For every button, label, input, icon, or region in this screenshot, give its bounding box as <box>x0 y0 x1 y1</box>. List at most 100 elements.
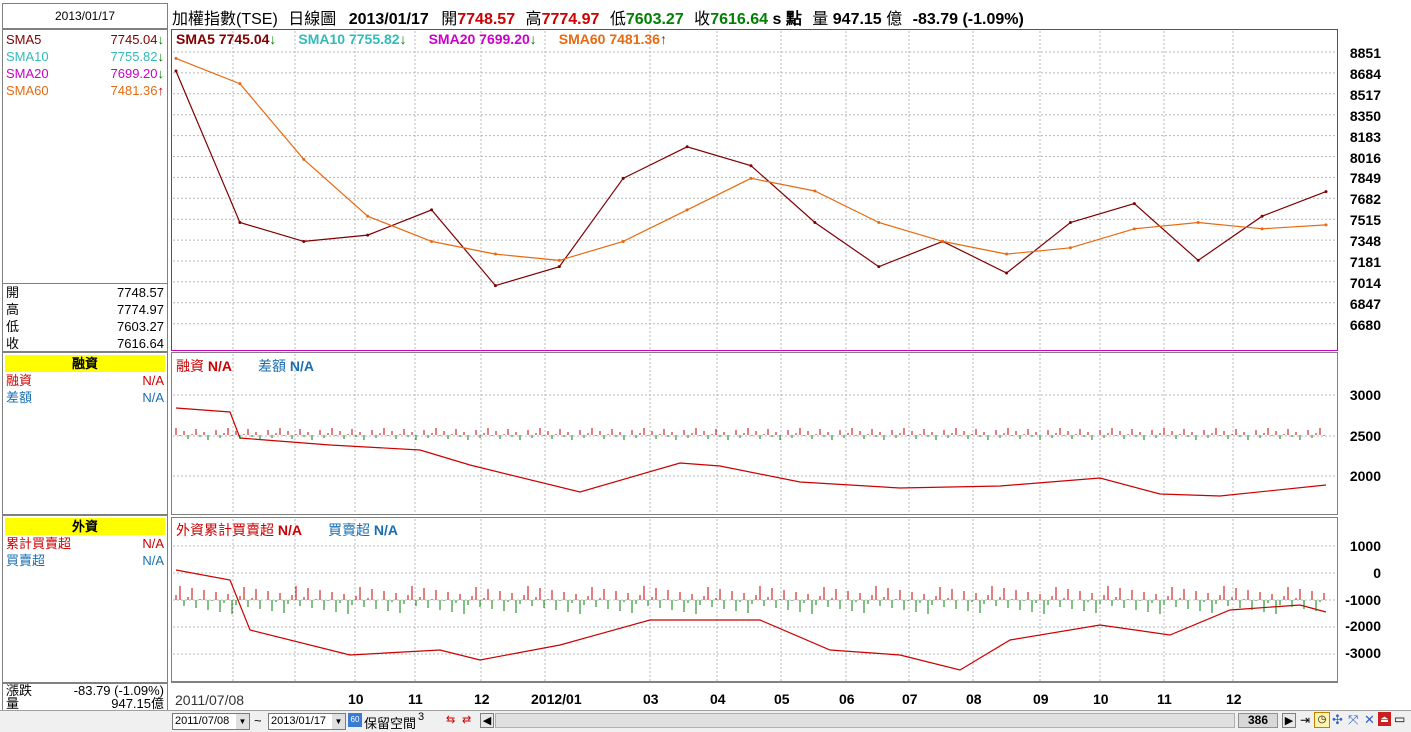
from-date-select[interactable]: 2011/07/08 ▼ <box>172 713 250 730</box>
info-label: 買賣超 <box>6 553 46 568</box>
ohlc-value: 7748.57 <box>117 285 164 300</box>
ohlc-label: 收 <box>6 336 20 351</box>
series-point <box>1260 227 1264 231</box>
legend-label: 差額 <box>258 358 290 374</box>
change-row: 漲跌 -83.79 (-1.09%) <box>3 684 167 697</box>
y-tick-label: 6847 <box>1349 295 1381 312</box>
volume-unit: 億 <box>886 11 903 28</box>
exit-icon[interactable]: ⏏ <box>1378 712 1391 726</box>
series-point <box>302 157 306 161</box>
from-date-value: 2011/07/08 <box>175 715 230 727</box>
x-tick-label: 11 <box>1157 691 1172 707</box>
margin-info-panel: 融資 融資 N/A 差額 N/A <box>2 352 168 515</box>
arrow-down-icon: ↓ <box>157 49 165 64</box>
series-point <box>1260 214 1264 218</box>
high-label: 高 <box>525 11 542 28</box>
series-point <box>1196 258 1200 262</box>
chart-header: 加權指數(TSE) 日線圖 2013/01/17 開7748.57 高7774.… <box>172 5 1024 29</box>
ohlc-row: 收 7616.64 <box>3 335 167 352</box>
arrow-down-icon: ↓ <box>269 31 277 47</box>
legend-sma20: SMA20 7699.20↓ <box>429 31 537 47</box>
foreign-legend: 外資累計買賣超 N/A 買賣超 N/A <box>176 520 424 540</box>
x-tick-label: 07 <box>902 691 918 707</box>
crosshair-icon[interactable]: ✣ <box>1332 712 1343 727</box>
series-point <box>749 164 753 168</box>
bar-count[interactable]: 386 <box>1238 713 1278 728</box>
x-tick-label: 09 <box>1033 691 1049 707</box>
volume-label: 量 <box>812 11 829 28</box>
series-point <box>238 221 242 225</box>
high-value: 7774.97 <box>541 11 600 28</box>
reserve-icon[interactable]: 60 <box>348 713 362 727</box>
foreign-panel[interactable] <box>171 517 1338 682</box>
clock-icon[interactable]: ◷ <box>1314 712 1330 728</box>
margin-legend: 融資 N/A 差額 N/A <box>176 356 340 376</box>
info-label: 累計買賣超 <box>6 536 72 551</box>
foreign-info-panel: 外資 累計買賣超 N/A 買賣超 N/A <box>2 515 168 683</box>
header-date: 2013/01/17 <box>348 11 429 28</box>
y-tick-label: 7515 <box>1349 212 1381 229</box>
ma-row-sma20: SMA20 7699.20↓ <box>3 65 167 82</box>
scrollbar-track[interactable] <box>495 713 1235 728</box>
y-tick-label: 8851 <box>1349 45 1381 61</box>
fullscreen-icon[interactable]: ⤧ <box>1348 712 1359 727</box>
low-label: 低 <box>609 11 626 28</box>
expand-icon[interactable]: ✕ <box>1364 712 1375 727</box>
info-row: 融資 N/A <box>3 372 167 389</box>
y-tick-label: 8350 <box>1349 107 1381 124</box>
series-line-sma60 <box>175 57 1327 262</box>
zoom-in-icon[interactable]: ⇆ <box>446 714 456 726</box>
series-point <box>877 265 881 269</box>
scroll-right-button[interactable]: ▶ <box>1282 713 1296 728</box>
series-point <box>1324 223 1328 227</box>
margin-panel[interactable] <box>171 352 1338 515</box>
change-label: 漲跌 <box>6 683 33 698</box>
reserve-space-value[interactable]: 3 <box>418 711 425 723</box>
foreign-cumulative-line <box>175 569 1327 671</box>
series-point <box>1068 246 1072 250</box>
series-point <box>685 145 689 149</box>
close-value: 7616.64 <box>710 11 769 28</box>
to-date-select[interactable]: 2013/01/17 ▼ <box>268 713 346 730</box>
legend-value: N/A <box>373 522 399 538</box>
ma-row-sma5: SMA5 7745.04↓ <box>3 31 167 48</box>
y-tick-label: -2000 <box>1345 618 1381 635</box>
series-point <box>813 189 817 193</box>
legend-sma10: SMA10 7755.82↓ <box>298 31 406 47</box>
ma-name: SMA20 <box>6 66 49 81</box>
x-tick-label: 11 <box>408 691 423 707</box>
legend-item: 外資累計買賣超 N/A <box>176 522 302 538</box>
margin-list: 融資 N/A 差額 N/A <box>3 372 167 406</box>
price-legend: SMA5 7745.04↓ SMA10 7755.82↓ SMA20 7699.20… <box>176 31 689 47</box>
legend-label: 融資 <box>176 358 208 374</box>
y-tick-label: 7849 <box>1349 170 1381 187</box>
info-row: 買賣超 N/A <box>3 552 167 569</box>
arrow-down-icon: ↓ <box>157 32 165 47</box>
series-point <box>1068 221 1072 225</box>
series-point <box>430 208 434 212</box>
arrow-up-icon: ↑ <box>157 83 165 98</box>
ma-value: 7745.04↓ <box>110 32 165 47</box>
chevron-down-icon[interactable]: ▼ <box>236 714 249 729</box>
legend-text: SMA20 7699.20 <box>428 31 530 47</box>
scroll-end-icon[interactable]: ⇥ <box>1300 713 1311 727</box>
scroll-left-button[interactable]: ◀ <box>480 713 494 728</box>
ohlc-label: 高 <box>6 302 20 317</box>
series-point <box>1005 271 1009 275</box>
zoom-out-icon[interactable]: ⇄ <box>462 714 472 726</box>
y-tick-label: 2500 <box>1349 427 1381 444</box>
arrow-down-icon: ↓ <box>157 66 165 81</box>
y-tick-label: 7682 <box>1349 191 1381 208</box>
x-tick-label: 08 <box>966 691 982 707</box>
price-panel[interactable] <box>171 29 1338 351</box>
print-icon[interactable]: ▭ <box>1394 712 1406 726</box>
ohlc-value: 7774.97 <box>117 302 164 317</box>
chevron-down-icon[interactable]: ▼ <box>332 714 345 729</box>
legend-sma5: SMA5 7745.04↓ <box>176 31 276 47</box>
ohlc-row: 開 7748.57 <box>3 284 167 301</box>
change-value: -83.79 (-1.09%) <box>912 11 1024 28</box>
info-value: N/A <box>142 390 164 405</box>
series-point <box>1132 227 1136 231</box>
x-tick-label: 06 <box>839 691 855 707</box>
